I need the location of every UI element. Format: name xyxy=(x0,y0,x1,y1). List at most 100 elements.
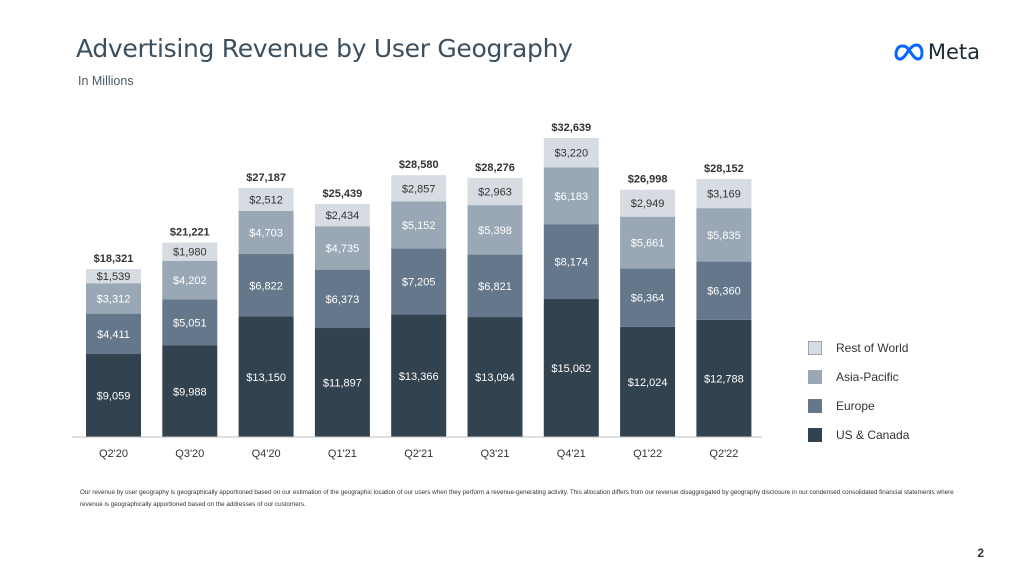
bar-segment-us-canada xyxy=(86,354,141,437)
total-label: $18,321 xyxy=(94,253,134,265)
legend-item-asia-pacific: Asia-Pacific xyxy=(808,362,909,391)
total-label: $28,580 xyxy=(399,159,439,171)
bar-segment-rest-of-world xyxy=(86,269,141,284)
data-label-us-canada: $13,094 xyxy=(475,372,515,384)
page-subtitle: In Millions xyxy=(78,74,134,88)
data-label-europe: $6,373 xyxy=(326,294,360,306)
bars-layer xyxy=(86,138,752,437)
data-label-us-canada: $9,988 xyxy=(173,386,207,398)
bar-segment-europe xyxy=(620,268,676,327)
meta-logo-text: Meta xyxy=(927,40,980,64)
page-number: 2 xyxy=(977,546,984,560)
bar-segment-europe xyxy=(238,254,294,317)
x-tick-label: Q2'21 xyxy=(404,448,433,460)
bar-segment-rest-of-world xyxy=(467,177,523,206)
data-label-rest-of-world: $2,434 xyxy=(326,210,360,222)
total-label: $32,639 xyxy=(551,122,591,134)
data-label-rest-of-world: $3,169 xyxy=(707,189,741,201)
meta-infinity-icon xyxy=(894,43,924,61)
bar-segment-us-canada xyxy=(696,319,752,437)
bar-segment-asia-pacific xyxy=(696,208,752,262)
data-label-europe: $6,822 xyxy=(249,280,283,292)
data-label-asia-pacific: $5,835 xyxy=(707,230,741,242)
data-label-asia-pacific: $5,661 xyxy=(631,238,665,250)
page-title: Advertising Revenue by User Geography xyxy=(76,34,573,63)
data-label-us-canada: $15,062 xyxy=(551,363,591,375)
footnote: Our revenue by user geography is geograp… xyxy=(80,489,954,508)
bar-segment-us-canada xyxy=(543,299,599,437)
legend-item-europe: Europe xyxy=(808,391,909,420)
x-tick-label: Q4'21 xyxy=(557,448,586,460)
legend-swatch xyxy=(808,427,822,442)
bar-segment-rest-of-world xyxy=(162,242,218,261)
bar-segment-asia-pacific xyxy=(543,167,599,225)
legend-label: Rest of World xyxy=(836,340,909,355)
bar-segment-asia-pacific xyxy=(238,210,294,255)
bar-segment-rest-of-world xyxy=(543,138,599,168)
data-label-asia-pacific: $3,312 xyxy=(97,293,131,305)
data-label-us-canada: $13,366 xyxy=(399,371,439,383)
data-label-rest-of-world: $2,949 xyxy=(631,198,665,210)
legend-label: US & Canada xyxy=(836,427,910,442)
bar-segment-us-canada xyxy=(238,316,294,437)
bar-segment-us-canada xyxy=(467,317,523,437)
data-label-us-canada: $9,059 xyxy=(97,391,131,403)
data-label-us-canada: $12,788 xyxy=(704,373,744,385)
bar-segment-asia-pacific xyxy=(86,283,141,314)
x-tick-label: Q2'22 xyxy=(709,448,738,460)
bar-segment-europe xyxy=(543,224,599,300)
bar-segment-europe xyxy=(467,254,523,318)
meta-logo: Meta xyxy=(894,40,980,64)
bar-segment-asia-pacific xyxy=(314,226,370,270)
x-tick-label: Q4'20 xyxy=(252,448,281,460)
bar-segment-us-canada xyxy=(620,326,676,437)
total-label: $25,439 xyxy=(323,188,363,200)
x-tick-label: Q2'20 xyxy=(99,448,128,460)
data-label-europe: $6,821 xyxy=(478,281,512,293)
bar-segment-us-canada xyxy=(314,328,370,437)
data-label-rest-of-world: $1,539 xyxy=(97,271,131,283)
data-label-europe: $7,205 xyxy=(402,277,436,289)
bar-segment-us-canada xyxy=(162,345,218,437)
total-label: $28,276 xyxy=(475,162,515,174)
data-label-asia-pacific: $4,735 xyxy=(326,243,360,255)
bar-segment-europe xyxy=(86,313,141,355)
bar-segment-rest-of-world xyxy=(620,189,676,217)
data-label-rest-of-world: $2,512 xyxy=(249,194,283,206)
bar-segment-asia-pacific xyxy=(620,216,676,269)
total-label: $28,152 xyxy=(704,163,744,175)
legend-label: Asia-Pacific xyxy=(836,369,899,384)
bar-segment-rest-of-world xyxy=(391,175,447,202)
legend-item-us-canada: US & Canada xyxy=(808,420,909,449)
data-label-us-canada: $12,024 xyxy=(628,377,668,389)
data-label-europe: $6,364 xyxy=(631,293,665,305)
legend-swatch xyxy=(808,340,822,355)
data-label-us-canada: $11,897 xyxy=(323,378,362,390)
bar-segment-europe xyxy=(314,269,370,329)
total-label: $26,998 xyxy=(628,174,668,186)
bar-segment-us-canada xyxy=(391,314,447,437)
data-label-asia-pacific: $4,703 xyxy=(249,227,283,239)
bar-segment-asia-pacific xyxy=(391,201,447,249)
legend-swatch xyxy=(808,369,822,384)
bar-segment-asia-pacific xyxy=(467,205,523,255)
x-tick-label: Q1'22 xyxy=(633,448,662,460)
bar-segment-rest-of-world xyxy=(238,187,294,211)
data-label-rest-of-world: $3,220 xyxy=(554,148,588,160)
x-tick-label: Q3'21 xyxy=(480,448,509,460)
legend-label: Europe xyxy=(836,398,875,413)
total-label: $27,187 xyxy=(246,172,286,184)
chart-legend: Rest of World Asia-Pacific Europe US & C… xyxy=(808,333,909,449)
legend-item-rest-of-world: Rest of World xyxy=(808,333,909,362)
bar-segment-asia-pacific xyxy=(162,260,218,300)
data-label-asia-pacific: $4,202 xyxy=(173,275,207,287)
data-label-asia-pacific: $5,152 xyxy=(402,220,436,232)
bar-segment-europe xyxy=(162,299,218,346)
x-tick-label: Q1'21 xyxy=(328,448,357,460)
bar-segment-rest-of-world xyxy=(314,203,370,227)
data-label-us-canada: $13,150 xyxy=(246,372,286,384)
total-label: $21,221 xyxy=(170,227,210,239)
data-label-rest-of-world: $2,857 xyxy=(402,183,436,195)
bar-segment-rest-of-world xyxy=(696,179,752,209)
